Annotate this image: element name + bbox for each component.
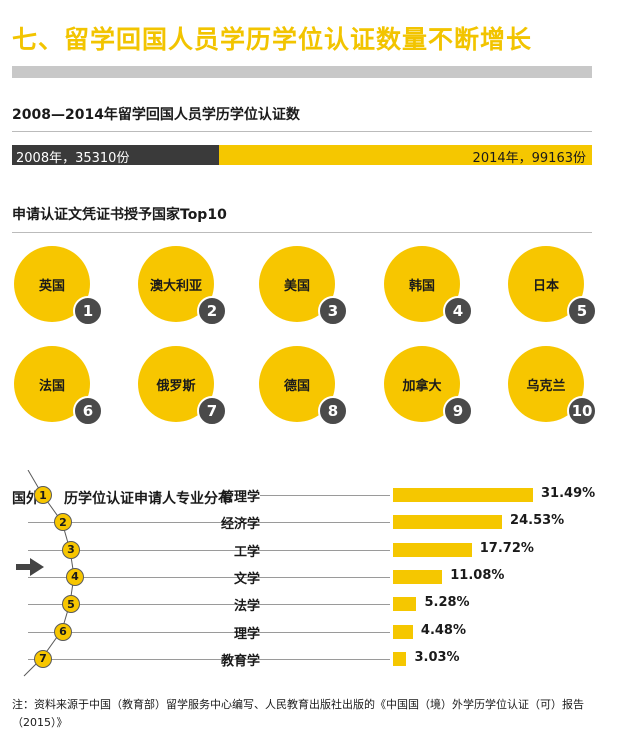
major-row: 4 文学 11.08% bbox=[0, 567, 640, 587]
majors-heading-suffix: 历学位认证申请人专业分布 bbox=[64, 491, 232, 507]
major-name: 文学 bbox=[233, 571, 260, 587]
major-bar bbox=[393, 515, 503, 530]
major-bar bbox=[393, 624, 413, 639]
major-bar bbox=[393, 569, 443, 584]
country-item: 俄罗斯 7 bbox=[138, 346, 227, 426]
growth-heading: 2008—2014年留学回国人员学历学位认证数 bbox=[12, 107, 300, 123]
countries-divider bbox=[12, 232, 592, 233]
country-item: 日本 5 bbox=[508, 246, 597, 326]
growth-divider bbox=[12, 131, 592, 132]
major-rank: 2 bbox=[54, 513, 72, 532]
major-value-label: 4.48% bbox=[420, 622, 467, 638]
majors-heading: 国外 历学位认证申请人专业分布 bbox=[12, 488, 232, 508]
major-rank: 3 bbox=[62, 540, 80, 559]
growth-start-label: 2008年，35310份 bbox=[16, 151, 130, 166]
country-name: 英国 bbox=[14, 246, 90, 322]
major-name: 经济学 bbox=[220, 517, 260, 533]
row-divider bbox=[28, 549, 390, 551]
country-item: 澳大利亚 2 bbox=[138, 246, 227, 326]
row-divider bbox=[28, 604, 390, 606]
major-row: 1 管理学 31.49% bbox=[0, 485, 640, 505]
country-item: 法国 6 bbox=[14, 346, 103, 426]
major-name: 工学 bbox=[233, 544, 260, 560]
country-item: 英国 1 bbox=[14, 246, 103, 326]
major-rank: 6 bbox=[54, 622, 72, 641]
country-rank-badge: 3 bbox=[318, 296, 348, 326]
major-rank: 5 bbox=[62, 595, 80, 614]
country-rank-badge: 5 bbox=[567, 296, 597, 326]
arrow-right-icon bbox=[16, 558, 44, 576]
major-row: 7 教育学 3.03% bbox=[0, 649, 640, 669]
country-rank-badge: 9 bbox=[443, 396, 473, 426]
major-name: 理学 bbox=[233, 626, 260, 642]
country-rank-badge: 4 bbox=[443, 296, 473, 326]
major-value-label: 3.03% bbox=[414, 649, 460, 665]
growth-bar-2008: 2008年，35310份 bbox=[12, 145, 219, 166]
title-divider bbox=[12, 66, 592, 78]
country-name: 加拿大 bbox=[384, 346, 460, 422]
country-item: 德国 8 bbox=[259, 346, 348, 426]
major-rank: 4 bbox=[66, 567, 84, 586]
major-value-label: 31.49% bbox=[541, 486, 596, 501]
major-row: 2 经济学 24.53% bbox=[0, 512, 640, 532]
majors-heading-prefix: 国外 bbox=[12, 491, 40, 507]
major-row: 6 理学 4.48% bbox=[0, 622, 640, 642]
country-rank-badge: 2 bbox=[197, 296, 227, 326]
major-bar bbox=[393, 651, 407, 666]
major-name: 管理学 bbox=[220, 490, 260, 505]
major-rank: 7 bbox=[34, 649, 52, 668]
major-rank: 1 bbox=[34, 486, 52, 504]
country-item: 乌克兰 10 bbox=[508, 346, 597, 426]
country-rank-badge: 10 bbox=[567, 396, 597, 426]
row-divider bbox=[28, 522, 390, 524]
major-value-label: 24.53% bbox=[510, 513, 565, 529]
countries-heading: 申请认证文凭证书授予国家Top10 bbox=[12, 207, 227, 223]
major-bar bbox=[393, 488, 533, 502]
row-divider bbox=[28, 631, 390, 633]
growth-end-label: 2014年，99163份 bbox=[472, 151, 586, 166]
major-value-label: 5.28% bbox=[424, 595, 470, 611]
country-item: 加拿大 9 bbox=[384, 346, 473, 426]
country-item: 韩国 4 bbox=[384, 246, 473, 326]
major-row: 3 工学 17.72% bbox=[0, 540, 640, 560]
country-rank-badge: 8 bbox=[318, 396, 348, 426]
major-bar bbox=[393, 542, 472, 557]
major-value-label: 11.08% bbox=[450, 567, 505, 583]
country-rank-badge: 1 bbox=[73, 296, 103, 326]
row-divider bbox=[28, 658, 390, 660]
country-rank-badge: 7 bbox=[197, 396, 227, 426]
major-bar bbox=[393, 597, 417, 612]
row-divider bbox=[28, 576, 390, 578]
page-title: 七、留学回国人员学历学位认证数量不断增长 bbox=[12, 25, 533, 54]
row-divider bbox=[260, 495, 390, 496]
growth-bar: 2008年，35310份 2014年，99163份 bbox=[12, 145, 592, 166]
major-name: 教育学 bbox=[220, 653, 260, 669]
source-note: 注：资料来源于中国（教育部）留学服务中心编写、人民教育出版社出版的《中国国（境）… bbox=[12, 698, 584, 729]
country-rank-badge: 6 bbox=[73, 396, 103, 426]
major-value-label: 17.72% bbox=[479, 540, 534, 556]
country-item: 美国 3 bbox=[259, 246, 348, 326]
major-row: 5 法学 5.28% bbox=[0, 594, 640, 614]
major-name: 法学 bbox=[233, 599, 260, 615]
